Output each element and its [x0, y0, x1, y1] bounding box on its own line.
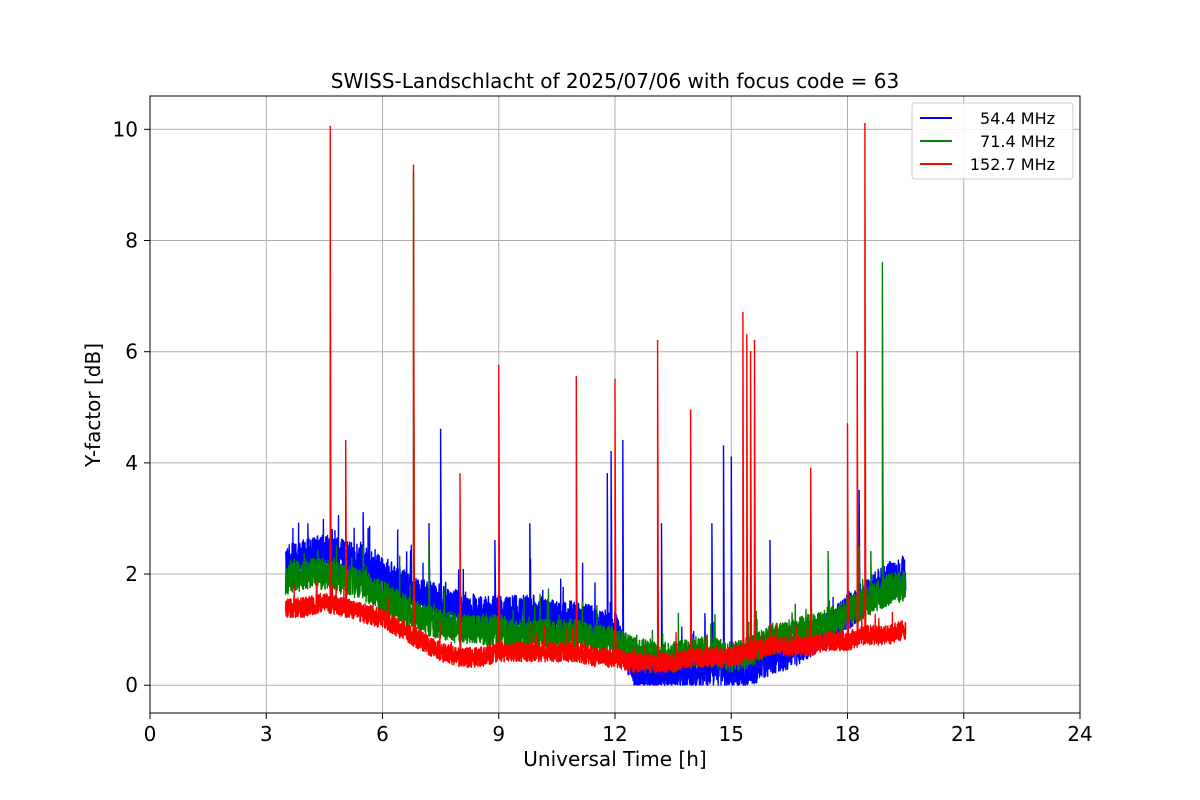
x-tick-label: 12 — [602, 722, 627, 746]
x-tick-label: 9 — [492, 722, 505, 746]
x-tick-label: 18 — [835, 722, 860, 746]
y-tick-label: 2 — [125, 562, 138, 586]
spike-point-2-13 — [809, 467, 812, 470]
legend-label-0: 54.4 MHz — [980, 109, 1055, 128]
x-tick-label: 6 — [376, 722, 389, 746]
x-tick-label: 24 — [1067, 722, 1092, 746]
spike-point-0-11 — [722, 445, 725, 447]
series-line-1 — [284, 173, 907, 674]
spike-point-0-3 — [439, 428, 442, 431]
spike-point-0-6 — [606, 473, 609, 475]
spike-point-0-14 — [858, 489, 860, 492]
spike-point-1-0 — [362, 545, 364, 548]
spike-point-2-15 — [856, 350, 858, 353]
x-tick-label: 15 — [719, 722, 744, 746]
y-tick-label: 6 — [125, 340, 138, 364]
spike-point-2-5 — [575, 375, 578, 378]
y-tick-label: 4 — [125, 451, 138, 475]
spike-point-2-14 — [846, 423, 849, 425]
spike-point-2-8 — [689, 409, 692, 411]
spike-point-0-8 — [621, 439, 624, 442]
spike-point-2-16 — [864, 122, 866, 125]
x-tick-label: 0 — [144, 722, 157, 746]
spike-point-1-5 — [869, 551, 872, 553]
spike-point-2-1 — [344, 439, 347, 442]
spike-point-0-1 — [362, 512, 364, 514]
y-tick-label: 10 — [113, 117, 138, 141]
spike-point-0-12 — [730, 456, 733, 459]
chart-title: SWISS-Landschlacht of 2025/07/06 with fo… — [331, 69, 899, 93]
spike-point-2-10 — [745, 334, 748, 336]
spike-point-0-2 — [428, 523, 430, 525]
legend-label-1: 71.4 MHz — [980, 132, 1055, 151]
spike-point-2-9 — [742, 311, 744, 314]
spike-point-2-11 — [749, 350, 752, 353]
y-axis-ticks: 0 2 4 6 8 10 — [113, 117, 150, 697]
spike-point-2-3 — [459, 473, 461, 475]
spike-point-0-7 — [610, 450, 612, 453]
spike-point-0-9 — [660, 523, 663, 525]
spike-point-2-4 — [497, 364, 500, 367]
spike-point-2-12 — [753, 339, 756, 342]
legend: 54.4 MHz 71.4 MHz 152.7 MHz — [911, 102, 1074, 180]
spike-point-0-13 — [769, 539, 771, 542]
spike-point-2-6 — [614, 378, 616, 381]
spike-point-1-6 — [881, 261, 884, 264]
x-tick-label: 21 — [951, 722, 976, 746]
legend-box — [911, 102, 1074, 180]
spike-point-2-0 — [329, 125, 331, 128]
spike-point-2-2 — [412, 164, 415, 167]
x-axis-ticks: 0 3 6 9 12 15 18 21 24 — [144, 713, 1093, 746]
plot-series — [284, 122, 907, 686]
spike-point-0-0 — [331, 528, 333, 531]
x-tick-label: 3 — [260, 722, 273, 746]
spike-point-1-3 — [827, 551, 829, 553]
y-axis-title: Y-factor [dB] — [81, 343, 105, 468]
series-line-2 — [284, 123, 907, 674]
spike-point-1-2 — [428, 539, 430, 542]
spike-point-0-10 — [711, 523, 713, 525]
legend-label-2: 152.7 MHz — [970, 155, 1055, 174]
spike-point-0-5 — [528, 523, 531, 525]
y-tick-label: 8 — [125, 229, 138, 253]
spike-point-0-4 — [494, 539, 496, 542]
spike-point-2-7 — [656, 339, 659, 342]
y-tick-label: 0 — [125, 673, 138, 697]
spike-point-1-4 — [858, 545, 860, 548]
x-axis-title: Universal Time [h] — [523, 747, 706, 771]
